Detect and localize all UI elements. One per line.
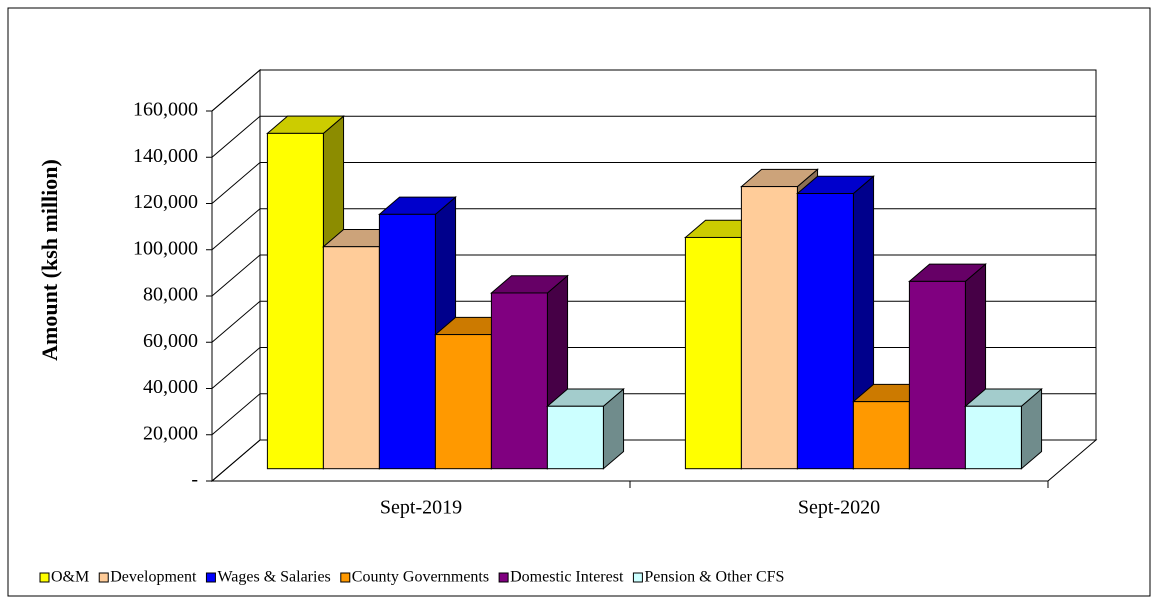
y-tick-label: 20,000 xyxy=(143,422,198,444)
bar-front xyxy=(852,401,910,470)
legend-swatch xyxy=(98,572,109,583)
bar-front xyxy=(266,132,324,470)
grid-line xyxy=(211,69,1096,112)
bar-front xyxy=(322,246,380,470)
y-tick-label: 60,000 xyxy=(143,330,198,352)
grid-line xyxy=(211,162,1096,204)
y-tick-label: 120,000 xyxy=(133,191,198,213)
legend-swatch xyxy=(39,572,50,583)
y-tick-label: 140,000 xyxy=(133,145,198,167)
legend-swatch xyxy=(498,572,509,583)
y-tick-label: - xyxy=(191,469,198,491)
legend-swatch xyxy=(205,572,216,583)
y-tick-label: 40,000 xyxy=(143,376,198,398)
y-tick-label: 100,000 xyxy=(133,237,198,259)
bar-front xyxy=(378,213,436,470)
legend-label: O&M xyxy=(51,569,89,586)
bar-front xyxy=(908,280,966,470)
x-tick-label: Sept-2020 xyxy=(798,497,880,519)
legend-swatch xyxy=(632,572,643,583)
bar-front xyxy=(740,186,798,470)
legend-swatch xyxy=(340,572,351,583)
bar-front xyxy=(684,236,742,470)
bar-front xyxy=(490,292,548,470)
legend-label: Wages & Salaries xyxy=(217,569,330,586)
bar xyxy=(546,387,625,470)
y-tick-label: 160,000 xyxy=(133,99,198,121)
y-axis-title: Amount (ksh million) xyxy=(37,159,62,361)
legend-label: Domestic Interest xyxy=(510,569,624,586)
bar-front xyxy=(796,193,854,470)
bar-front xyxy=(964,405,1022,470)
bar-front xyxy=(434,334,492,470)
bar xyxy=(964,387,1043,470)
grid-line xyxy=(211,115,1096,158)
x-tick-label: Sept-2019 xyxy=(380,497,462,519)
legend-label: County Governments xyxy=(352,569,489,586)
bar-front xyxy=(546,405,604,470)
legend-label: Pension & Other CFS xyxy=(644,569,784,586)
legend-label: Development xyxy=(110,569,197,586)
y-tick-label: 80,000 xyxy=(143,284,198,306)
